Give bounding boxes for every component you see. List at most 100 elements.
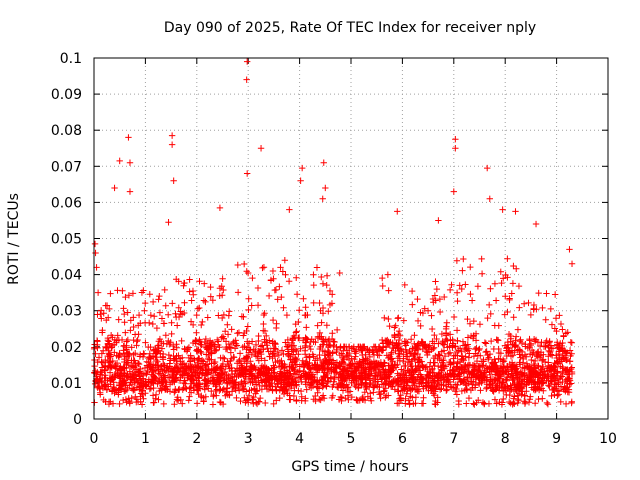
data-point: [98, 358, 105, 366]
data-point: [101, 382, 108, 389]
data-point: [509, 280, 517, 287]
data-point: [276, 358, 284, 366]
data-point: [357, 344, 365, 351]
data-point: [465, 368, 472, 375]
data-point: [165, 337, 172, 345]
data-point: [249, 396, 256, 404]
data-point: [152, 391, 160, 398]
data-point: [398, 366, 405, 373]
data-point: [437, 362, 444, 370]
data-point: [107, 332, 115, 339]
data-point: [326, 287, 334, 295]
data-point: [201, 280, 208, 287]
data-point: [195, 375, 203, 382]
data-point: [520, 300, 528, 308]
data-point: [304, 363, 311, 371]
data-point: [362, 366, 370, 373]
data-point: [243, 58, 251, 65]
data-point: [467, 290, 474, 298]
data-point: [100, 396, 107, 404]
data-point: [129, 290, 137, 297]
data-point: [91, 341, 98, 348]
data-point: [340, 356, 348, 363]
data-point: [153, 363, 161, 371]
data-point: [190, 380, 198, 387]
data-point: [446, 343, 453, 350]
data-point: [176, 377, 184, 384]
data-point: [106, 359, 113, 366]
data-point: [245, 392, 253, 399]
data-point: [404, 387, 411, 395]
data-point: [403, 382, 410, 389]
data-point: [156, 292, 163, 300]
data-point: [222, 363, 229, 370]
data-point: [295, 306, 303, 314]
data-point: [536, 382, 543, 390]
data-point: [525, 299, 532, 307]
data-point: [130, 363, 138, 371]
data-point: [320, 358, 328, 365]
data-point: [122, 329, 129, 336]
data-point: [94, 376, 101, 383]
data-point: [265, 348, 272, 355]
data-point: [499, 356, 507, 364]
data-point: [465, 394, 473, 402]
data-point: [298, 373, 305, 380]
data-point: [192, 336, 199, 344]
data-point: [364, 393, 372, 400]
data-point: [381, 375, 388, 382]
data-point: [219, 360, 227, 368]
data-point: [287, 373, 295, 381]
data-point: [314, 361, 321, 369]
data-point: [551, 391, 558, 399]
data-point: [168, 319, 175, 326]
data-point: [526, 335, 533, 343]
data-point: [380, 368, 388, 376]
data-point: [278, 293, 285, 301]
data-point: [492, 297, 500, 304]
data-point: [511, 393, 518, 400]
data-point: [245, 340, 253, 347]
data-point: [529, 351, 536, 359]
data-point: [198, 341, 205, 349]
data-point: [94, 289, 102, 296]
data-point: [238, 362, 245, 369]
y-tick-label: 0: [73, 412, 82, 428]
data-point: [266, 353, 273, 360]
data-point: [429, 338, 436, 345]
data-point: [142, 390, 149, 397]
data-point: [381, 314, 388, 322]
data-point: [442, 325, 450, 333]
data-point: [554, 358, 561, 366]
x-tick-label: 1: [141, 431, 150, 447]
data-point: [328, 300, 336, 307]
data-point: [185, 371, 192, 378]
data-point: [410, 351, 418, 359]
data-point: [310, 271, 317, 278]
data-point: [271, 364, 278, 371]
data-point: [149, 392, 157, 399]
data-point: [107, 381, 114, 388]
data-point: [337, 393, 344, 401]
data-point: [341, 365, 349, 372]
data-point: [378, 336, 386, 344]
data-point: [330, 381, 337, 388]
data-point: [381, 387, 388, 394]
data-point: [503, 368, 510, 375]
data-point: [452, 388, 459, 395]
data-point: [515, 282, 523, 290]
data-point: [452, 342, 459, 350]
data-point: [180, 360, 188, 367]
data-point: [501, 342, 509, 349]
data-point: [194, 348, 201, 355]
data-point: [173, 360, 181, 368]
data-point: [527, 340, 535, 347]
data-point: [316, 376, 324, 384]
data-point: [370, 389, 377, 396]
data-point: [521, 392, 528, 399]
data-point: [551, 291, 559, 298]
data-point: [270, 400, 277, 408]
data-point: [396, 357, 404, 364]
data-point: [280, 383, 288, 391]
data-point: [391, 324, 398, 331]
